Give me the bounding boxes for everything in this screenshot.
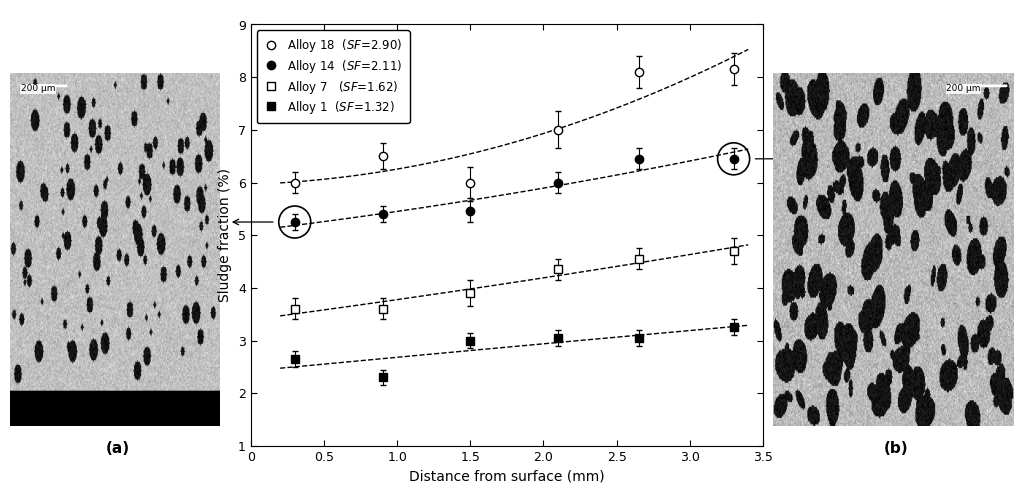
Text: (b): (b) (884, 441, 908, 456)
Text: (a): (a) (105, 441, 130, 456)
X-axis label: Distance from surface (mm): Distance from surface (mm) (409, 469, 605, 483)
Text: 200 μm: 200 μm (946, 84, 981, 93)
Y-axis label: Sludge fraction (%): Sludge fraction (%) (218, 168, 232, 302)
Text: 200 μm: 200 μm (20, 84, 55, 93)
Legend: Alloy 18  ($\mathit{SF}$=2.90), Alloy 14  ($\mathit{SF}$=2.11), Alloy 7   ($\mat: Alloy 18 ($\mathit{SF}$=2.90), Alloy 14 … (257, 30, 410, 123)
